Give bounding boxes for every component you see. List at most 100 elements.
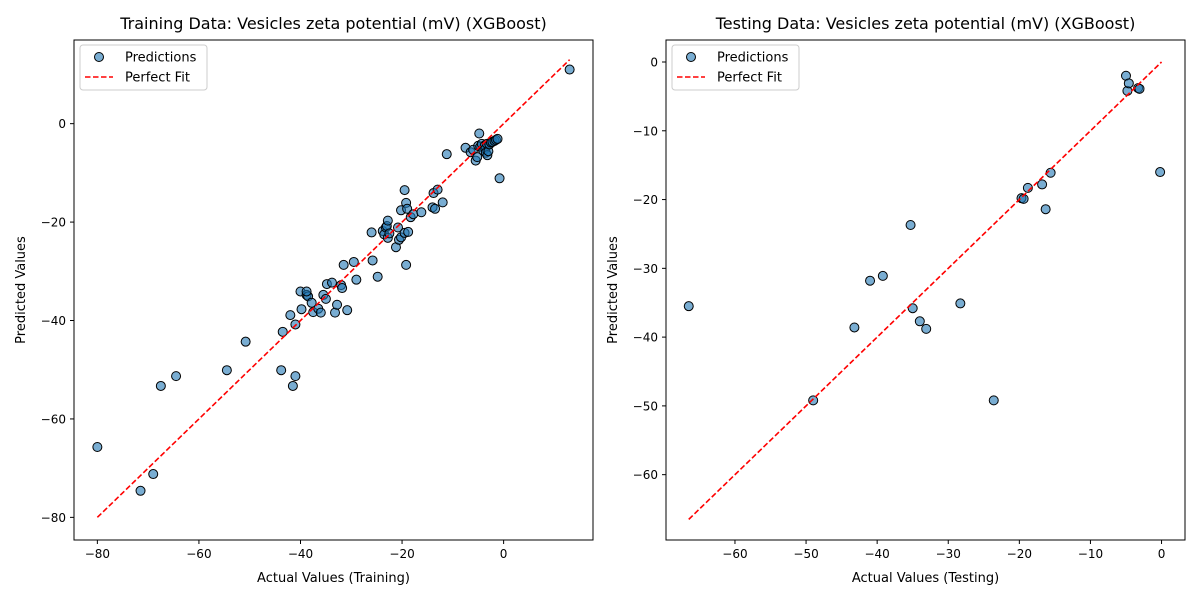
training-data-point [276, 365, 287, 376]
testing-x-tick-label: 0 [1158, 547, 1166, 561]
training-data-point [315, 307, 326, 318]
training-legend: Predictions Perfect Fit [79, 44, 208, 91]
training-data-point [366, 227, 377, 238]
training-data-point [306, 297, 317, 308]
training-data-point [320, 293, 331, 304]
testing-chart-panel: Testing Data: Vesicles zeta potential (m… [606, 14, 1186, 586]
training-data-point [348, 256, 359, 267]
testing-y-tick-label: −50 [633, 399, 658, 413]
training-data-point [474, 128, 485, 139]
training-y-tick-label: −80 [41, 511, 66, 525]
training-data-point [399, 185, 410, 196]
training-data-point [441, 149, 452, 160]
testing-x-tick-label: −20 [1007, 547, 1032, 561]
testing-perfect-fit-line [688, 61, 1163, 520]
testing-data-point [808, 395, 819, 406]
testing-y-tick-label: −40 [633, 331, 658, 345]
training-plot-area [92, 59, 575, 518]
testing-legend-label-perfect-fit: Perfect Fit [717, 71, 782, 86]
testing-data-point [877, 270, 888, 281]
testing-data-point [955, 298, 966, 309]
training-data-point [437, 197, 448, 208]
testing-data-point [1123, 78, 1134, 89]
testing-data-point [1134, 83, 1145, 94]
training-data-point [392, 222, 403, 233]
testing-x-tick-label: −40 [864, 547, 889, 561]
testing-x-tick-label: −50 [793, 547, 818, 561]
training-chart-panel: Training Data: Vesicles zeta potential (… [14, 14, 594, 586]
testing-y-tick-label: −10 [633, 124, 658, 138]
training-data-point [296, 304, 307, 315]
testing-data-point [1155, 167, 1166, 178]
training-legend-marker-icon [94, 52, 104, 62]
training-data-point [148, 469, 159, 480]
training-data-point [401, 259, 412, 270]
training-legend-box [79, 44, 208, 91]
training-axes-frame [73, 39, 594, 541]
testing-data-point [914, 316, 925, 327]
training-data-point [301, 286, 312, 297]
testing-legend-marker-icon [686, 52, 696, 62]
training-data-point [432, 184, 443, 195]
training-x-tick-label: −80 [85, 547, 110, 561]
training-data-point [277, 326, 288, 337]
training-data-point [403, 226, 414, 237]
training-x-axis-label: Actual Values (Training) [257, 571, 410, 586]
testing-data-point [683, 301, 694, 312]
training-data-point [240, 336, 251, 347]
testing-data-point [865, 275, 876, 286]
training-x-tick-label: −60 [186, 547, 211, 561]
training-data-point [494, 173, 505, 184]
training-x-tick-label: −40 [288, 547, 313, 561]
testing-data-point [905, 220, 916, 231]
testing-legend-box [671, 44, 800, 91]
training-data-point [472, 152, 483, 163]
testing-axes-frame [665, 39, 1186, 541]
testing-y-tick-label: −30 [633, 262, 658, 276]
training-data-point [332, 299, 343, 310]
testing-x-axis-label: Actual Values (Testing) [852, 571, 999, 586]
training-x-tick-label: 0 [500, 547, 508, 561]
testing-plot-area [683, 61, 1166, 520]
training-data-point [285, 310, 296, 321]
training-data-point [337, 283, 348, 294]
training-data-point [221, 365, 232, 376]
testing-x-tick-label: −10 [1078, 547, 1103, 561]
training-data-point [92, 441, 103, 452]
training-data-point [372, 271, 383, 282]
testing-y-tick-label: −20 [633, 193, 658, 207]
testing-legend: Predictions Perfect Fit [671, 44, 800, 91]
testing-data-point [988, 395, 999, 406]
training-data-point [338, 259, 349, 270]
training-y-tick-label: 0 [58, 117, 66, 131]
training-y-tick-label: −60 [41, 412, 66, 426]
training-data-point [342, 305, 353, 316]
training-data-point [382, 215, 393, 226]
training-data-point [287, 380, 298, 391]
training-data-point [416, 207, 427, 218]
testing-data-point [921, 323, 932, 334]
testing-y-tick-label: −60 [633, 468, 658, 482]
training-perfect-fit-line [96, 59, 571, 518]
testing-y-tick-label: 0 [650, 56, 658, 70]
training-y-tick-label: −20 [41, 216, 66, 230]
testing-data-point [1040, 204, 1051, 215]
training-data-point [367, 255, 378, 266]
training-y-axis-label: Predicted Values [14, 236, 29, 344]
training-legend-label-predictions: Predictions [125, 51, 197, 66]
testing-x-tick-label: −30 [936, 547, 961, 561]
testing-legend-label-predictions: Predictions [717, 51, 789, 66]
testing-x-tick-label: −60 [722, 547, 747, 561]
training-y-tick-label: −40 [41, 314, 66, 328]
training-x-tick-label: −20 [389, 547, 414, 561]
training-data-point [135, 485, 146, 496]
training-legend-label-perfect-fit: Perfect Fit [125, 71, 190, 86]
testing-data-point [849, 322, 860, 333]
training-data-point [290, 371, 301, 382]
training-data-point [171, 371, 182, 382]
testing-y-axis-label: Predicted Values [606, 236, 621, 344]
training-data-point [430, 203, 441, 214]
training-data-point [492, 133, 503, 144]
training-data-point [564, 64, 575, 75]
